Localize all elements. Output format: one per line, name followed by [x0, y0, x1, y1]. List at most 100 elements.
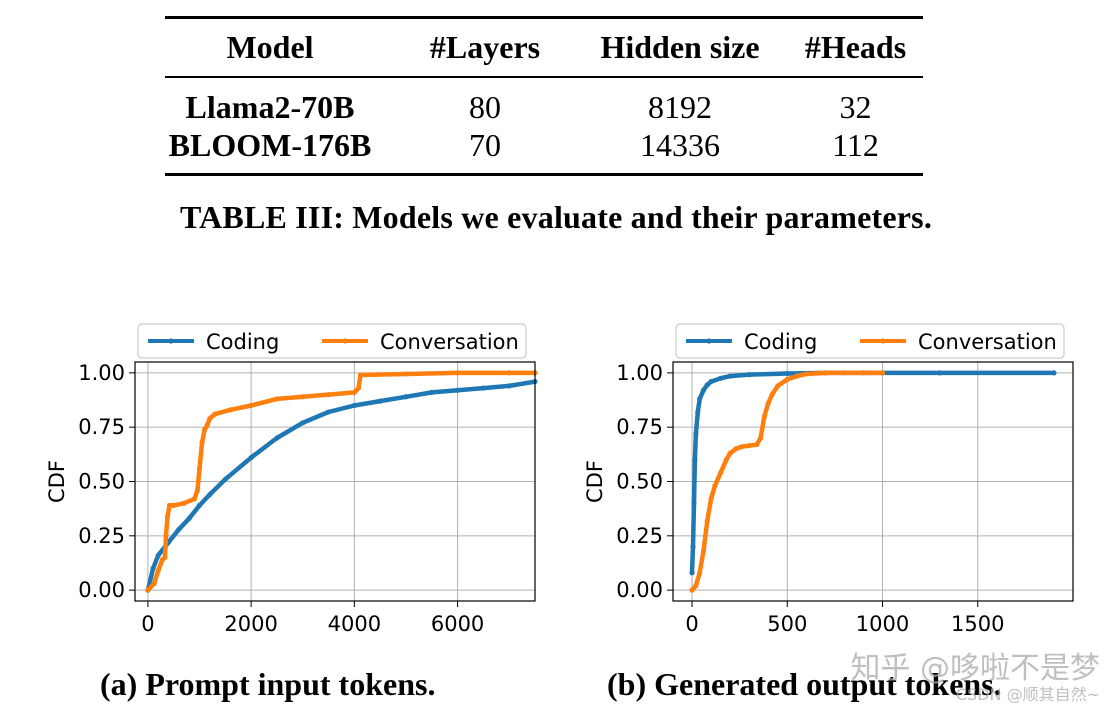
x-tick-label: 0: [141, 612, 154, 636]
data-point-conversation: [194, 487, 201, 493]
y-tick-label: 0.50: [616, 470, 663, 494]
y-axis-label: CDF: [45, 460, 69, 503]
data-point-coding: [196, 502, 203, 508]
data-point-conversation: [163, 533, 169, 539]
data-point-conversation: [181, 500, 187, 506]
table-mid-rule: [165, 76, 923, 78]
data-point-conversation: [325, 391, 332, 398]
data-point-coding: [274, 435, 280, 441]
data-point-coding: [176, 526, 182, 532]
data-point-coding: [700, 387, 707, 393]
data-point-coding: [708, 378, 714, 385]
data-point-conversation: [212, 411, 218, 417]
x-tick-label: 4000: [328, 612, 381, 636]
legend-label-coding: Coding: [206, 330, 279, 354]
legend-marker-conversation: [880, 338, 886, 344]
series-line-coding: [689, 370, 1057, 576]
x-tick-label: 0: [685, 612, 698, 636]
watermark-csdn: CSDN @顺其自然~: [955, 685, 1100, 704]
table-header-model: Model: [226, 29, 314, 65]
data-point-coding: [403, 394, 409, 400]
data-point-coding: [692, 457, 698, 463]
x-tick-label: 500: [767, 612, 807, 636]
y-axis-label: CDF: [583, 460, 607, 503]
data-point-coding: [727, 373, 733, 379]
data-point-coding: [697, 396, 703, 402]
data-point-coding: [690, 544, 696, 550]
legend-label-coding: Coding: [744, 330, 817, 354]
chart-a-svg: 0 2000 4000 6000 0.00 0.25 0.50 0.75 1.00 CDF Codi…: [45, 323, 538, 636]
data-point-conversation: [879, 370, 886, 376]
data-point-conversation: [712, 483, 718, 489]
x-tick-label: 2000: [224, 612, 277, 636]
table-cell-hidden-size: 8192: [648, 89, 712, 125]
data-point-coding: [695, 409, 701, 415]
data-point-conversation: [754, 441, 760, 448]
data-point-coding: [351, 402, 357, 409]
chart-prompt-input-tokens: 0 2000 4000 6000 0.00 0.25 0.50 0.75 1.00 CDF Codi…: [40, 320, 550, 655]
data-point-conversation: [274, 396, 280, 402]
table-cell-layers: 70: [469, 127, 501, 163]
data-point-conversation: [248, 402, 254, 409]
data-point-conversation: [204, 422, 210, 428]
legend: Coding Conversation: [137, 323, 527, 359]
data-point-conversation: [357, 372, 364, 378]
data-point-conversation: [697, 570, 703, 576]
data-point-conversation: [506, 370, 512, 376]
data-point-coding: [506, 383, 512, 389]
data-point-coding: [704, 382, 710, 388]
table-header-heads: #Heads: [804, 29, 907, 65]
subfigure-caption-a: (a) Prompt input tokens.: [100, 666, 435, 703]
data-point-conversation: [733, 446, 739, 452]
y-tick-label: 0.00: [616, 578, 663, 602]
y-tick-label: 0.25: [78, 524, 125, 548]
data-point-conversation: [227, 407, 234, 413]
table-bottom-rule: [165, 173, 923, 176]
data-point-conversation: [769, 391, 775, 398]
data-point-conversation: [700, 548, 707, 554]
data-point-conversation: [784, 376, 790, 382]
data-point-coding: [207, 491, 213, 498]
watermark-zhihu: 知乎 @哆啦不是梦: [850, 651, 1100, 686]
chart-b-svg: 0 500 1000 1500 0.00 0.25 0.50 0.75 1.00 CDF Codin…: [583, 323, 1074, 636]
table-cell-layers: 80: [469, 89, 501, 125]
data-point-coding: [693, 431, 699, 437]
legend-marker-coding: [168, 338, 174, 344]
legend: Coding Conversation: [675, 323, 1065, 359]
data-point-coding: [1051, 370, 1057, 376]
data-point-coding: [325, 409, 332, 415]
data-point-conversation: [207, 415, 213, 422]
table-header-layers: #Layers: [429, 29, 541, 65]
data-point-coding: [248, 455, 254, 461]
data-point-conversation: [151, 581, 157, 587]
data-point-conversation: [841, 370, 848, 376]
data-point-conversation: [199, 439, 205, 445]
y-tick-label: 0.00: [78, 578, 125, 602]
data-point-coding: [300, 420, 306, 426]
data-point-coding: [150, 565, 156, 572]
legend-label-conversation: Conversation: [918, 330, 1057, 354]
table-cell-heads: 112: [832, 127, 879, 163]
table-cell-hidden-size: 14336: [640, 127, 720, 163]
data-point-conversation: [351, 389, 357, 396]
data-point-conversation: [693, 583, 699, 589]
data-point-coding: [377, 398, 383, 404]
data-point-coding: [429, 389, 435, 396]
watermark: 知乎 @哆啦不是梦 CSDN @顺其自然~: [850, 652, 1100, 704]
y-tick-label: 0.25: [616, 524, 663, 548]
data-point-conversation: [758, 435, 764, 441]
data-point-conversation: [689, 587, 695, 593]
data-point-coding: [691, 500, 697, 506]
y-tick-label: 0.75: [78, 415, 125, 439]
subfigure-caption-b-text: (b) Generated output tokens.: [607, 666, 1002, 702]
table-cell-model: Llama2-70B: [185, 89, 355, 125]
data-point-conversation: [164, 513, 171, 519]
data-point-conversation: [300, 394, 306, 400]
x-tick-label: 1500: [951, 612, 1004, 636]
series-line-coding: [145, 379, 538, 593]
data-point-coding: [718, 375, 724, 381]
data-point-conversation: [775, 383, 781, 389]
table-caption: TABLE III: Models we evaluate and their …: [179, 199, 933, 235]
legend-label-conversation: Conversation: [380, 330, 519, 354]
data-point-conversation: [191, 496, 197, 502]
